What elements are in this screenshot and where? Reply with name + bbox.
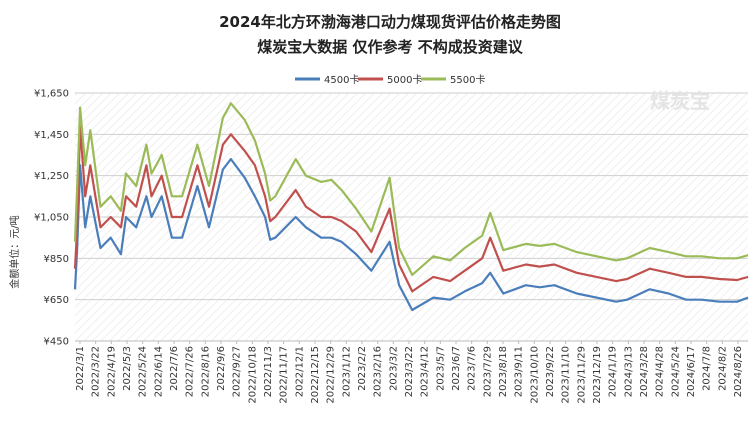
x-tick-label: 2022/11/3 (263, 346, 274, 397)
x-tick-label: 2023/8/18 (498, 346, 509, 397)
x-tick-label: 2022/5/3 (122, 346, 133, 391)
x-tick-label: 2022/6/14 (153, 346, 164, 397)
y-tick-label: ¥450 (44, 337, 69, 348)
x-tick-label: 2022/5/24 (138, 346, 149, 397)
series-line (73, 125, 749, 293)
y-tick-label: ¥1,450 (34, 130, 69, 141)
x-tick-label: 2022/12/1 (294, 346, 305, 397)
x-tick-label: 2023/6/7 (451, 346, 462, 391)
x-tick-label: 2023/7/29 (482, 346, 493, 397)
watermark-logo: 煤炭宝 (650, 89, 710, 113)
x-tick-label: 2024/3/28 (639, 346, 650, 397)
legend-label: 5500卡 (450, 73, 485, 86)
x-tick-label: 2024/4/28 (655, 346, 666, 397)
y-tick-label: ¥650 (44, 295, 69, 306)
x-tick-label: 2022/9/27 (232, 346, 243, 397)
chart-subtitle: 煤炭宝大数据 仅作参考 不构成投资建议 (257, 38, 523, 56)
x-tick-label: 2022/4/19 (106, 346, 117, 397)
x-tick-label: 2022/3/22 (91, 346, 102, 397)
x-tick-label: 2024/7/8 (702, 346, 713, 391)
x-tick-label: 2023/4/12 (420, 346, 431, 397)
x-tick-label: 2024/8/2 (717, 346, 728, 391)
x-tick-label: 2022/7/26 (185, 346, 196, 397)
series-line (73, 102, 749, 276)
chart-title: 2024年北方环渤海港口动力煤现货评估价格走势图 (219, 13, 561, 31)
x-tick-label: 2022/8/16 (200, 346, 211, 397)
x-tick-label: 2024/8/26 (733, 346, 744, 397)
x-tick-label: 2022/3/1 (75, 346, 86, 391)
x-tick-label: 2022/12/29 (326, 346, 337, 404)
x-tick-label: 2023/7/6 (467, 346, 478, 391)
y-tick-label: ¥1,050 (34, 213, 69, 224)
x-tick-label: 2024/1/19 (608, 346, 619, 397)
legend-label: 5000卡 (387, 73, 422, 86)
legend: 4500卡 5000卡 5500卡 (295, 73, 485, 86)
x-tick-label: 2022/7/6 (169, 346, 180, 391)
x-tick-label: 2022/10/18 (247, 346, 258, 404)
y-tick-label: ¥1,650 (34, 89, 69, 100)
x-axis: 2022/3/1 2022/3/22 2022/4/19 2022/5/3 2022/5… (75, 341, 744, 404)
x-tick-label: 2022/9/6 (216, 346, 227, 391)
x-tick-label: 2022/11/17 (279, 346, 290, 404)
x-tick-label: 2024/5/24 (670, 346, 681, 397)
x-tick-label: 2023/11/10 (561, 346, 572, 404)
x-tick-label: 2024/6/17 (686, 346, 697, 397)
y-axis: ¥450 ¥650 ¥850 ¥1,050 ¥1,250 ¥1,450 ¥1,650 (34, 89, 69, 348)
legend-label: 4500卡 (324, 73, 359, 86)
x-tick-label: 2022/12/15 (310, 346, 321, 404)
x-tick-label: 2023/9/11 (514, 346, 525, 397)
y-tick-label: ¥1,250 (34, 171, 69, 182)
x-tick-label: 2023/10/10 (529, 346, 540, 404)
x-tick-label: 2023/3/22 (404, 346, 415, 397)
x-tick-label: 2023/2/16 (373, 346, 384, 397)
x-tick-label: 2023/12/19 (592, 346, 603, 404)
series-lines (73, 102, 749, 312)
y-axis-label: 金额单位：元/吨 (8, 215, 21, 288)
x-tick-label: 2024/3/13 (623, 346, 634, 397)
x-tick-label: 2023/9/22 (545, 346, 556, 397)
y-tick-label: ¥850 (44, 254, 69, 265)
x-tick-label: 2023/2/2 (357, 346, 368, 391)
x-tick-label: 2023/11/29 (576, 346, 587, 404)
x-tick-label: 2023/1/12 (341, 346, 352, 397)
series-line (73, 158, 749, 312)
x-tick-label: 2023/5/7 (435, 346, 446, 391)
x-tick-label: 2023/3/2 (388, 346, 399, 391)
